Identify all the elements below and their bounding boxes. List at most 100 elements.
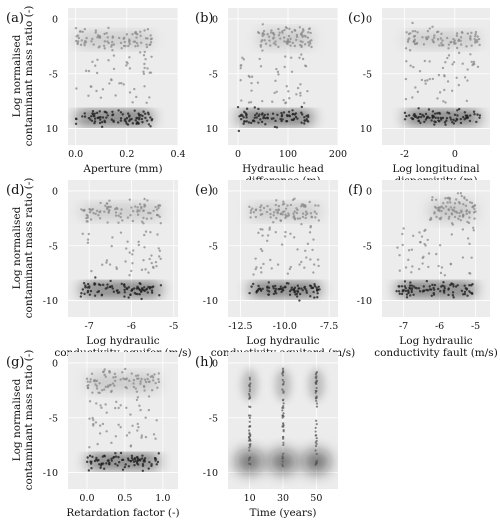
data-point (316, 288, 319, 291)
data-point (87, 94, 90, 97)
data-point (422, 255, 425, 258)
panel-f: (f) 0 -5 -10 -7 -6 -5 Log hydraulicconductivity… (348, 180, 498, 359)
data-point (270, 117, 273, 120)
data-point (458, 107, 461, 111)
data-point (89, 118, 92, 121)
y-tick-label: 0 (212, 14, 218, 25)
panel-label: (c) (348, 11, 365, 26)
data-point (90, 372, 94, 375)
data-point (476, 35, 480, 38)
data-point (139, 458, 142, 461)
y-tick-label: -5 (209, 241, 218, 252)
data-point (469, 53, 472, 56)
data-point (267, 293, 270, 296)
data-point (290, 286, 294, 289)
data-point (83, 115, 87, 118)
data-point (300, 222, 303, 226)
data-point (425, 116, 429, 119)
x-tick-label: 100 (279, 149, 297, 160)
data-point (142, 72, 146, 76)
data-point (241, 56, 244, 59)
data-point (280, 243, 284, 246)
data-point (94, 64, 97, 67)
data-point (450, 283, 453, 286)
data-point (275, 90, 278, 93)
data-point (398, 253, 401, 257)
data-point (406, 40, 410, 43)
data-point (108, 463, 111, 466)
data-point (258, 287, 262, 290)
y-tick-label: 0 (52, 14, 58, 25)
data-point (245, 120, 248, 123)
data-point (425, 279, 429, 283)
data-point (307, 115, 310, 119)
data-point (275, 208, 278, 212)
data-point (442, 289, 446, 292)
data-point (75, 117, 78, 121)
data-point (447, 217, 451, 220)
data-point (131, 122, 135, 125)
data-point (154, 260, 158, 264)
data-point (450, 213, 454, 216)
data-point (314, 389, 318, 393)
data-point (299, 91, 302, 95)
x-tick-label: -5 (169, 321, 178, 332)
data-point (94, 379, 97, 383)
data-point (148, 380, 151, 383)
data-point (236, 105, 240, 109)
data-point (457, 38, 461, 41)
data-point (245, 113, 248, 116)
data-point (83, 292, 86, 296)
data-point (309, 226, 312, 229)
data-point (116, 121, 120, 124)
data-point (132, 249, 135, 252)
data-point (127, 40, 131, 43)
data-point (135, 398, 139, 402)
data-point (291, 198, 295, 202)
data-point (436, 112, 439, 115)
data-point (122, 83, 125, 86)
data-point (405, 296, 409, 299)
data-point (105, 259, 109, 262)
data-point (443, 287, 446, 290)
data-point (123, 295, 126, 298)
data-point (472, 110, 476, 113)
data-point (309, 31, 312, 35)
data-point (440, 118, 443, 121)
data-point (95, 209, 99, 213)
data-point (147, 113, 150, 116)
data-point (249, 216, 252, 219)
data-point (143, 289, 147, 293)
data-point (287, 214, 291, 217)
data-point (136, 213, 140, 216)
data-point (85, 213, 89, 217)
data-point (284, 213, 287, 216)
data-point (91, 391, 94, 394)
data-point (465, 99, 469, 103)
data-point (86, 282, 90, 286)
data-point (100, 125, 104, 129)
data-point (455, 34, 459, 37)
data-point (132, 40, 135, 43)
data-point (147, 467, 150, 470)
data-point (315, 375, 318, 378)
data-point (102, 388, 106, 391)
data-point (125, 33, 129, 36)
y-tick-label: -10 (43, 296, 58, 307)
data-point (301, 28, 305, 31)
data-point (446, 201, 449, 204)
data-point (146, 67, 149, 70)
data-point (98, 463, 101, 466)
data-point (281, 31, 284, 34)
data-point (298, 292, 302, 296)
y-tick-label: 10 (360, 124, 372, 135)
data-point (250, 81, 253, 85)
data-point (132, 378, 136, 382)
data-point (99, 210, 102, 213)
data-point (148, 286, 152, 289)
data-point (285, 85, 288, 88)
data-point (420, 78, 424, 82)
data-point (474, 210, 477, 213)
data-point (129, 445, 133, 448)
data-point (459, 39, 462, 42)
